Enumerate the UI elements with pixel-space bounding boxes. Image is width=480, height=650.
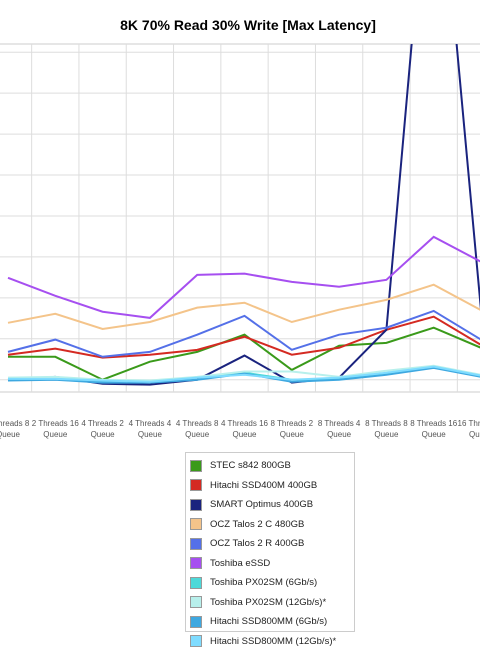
legend-item: Hitachi SSD800MM (6Gb/s): [190, 612, 350, 632]
series-line: [7, 309, 480, 358]
legend-label: OCZ Talos 2 C 480GB: [210, 518, 305, 530]
legend-label: Hitachi SSD800MM (12Gb/s)*: [210, 635, 337, 647]
legend-swatch: [190, 498, 202, 511]
legend-item: Toshiba PX02SM (6Gb/s): [190, 573, 350, 593]
x-tick-label: 2 Threads 16 Queue: [31, 419, 79, 439]
x-tick-label: 2 Threads 8 Queue: [0, 419, 30, 439]
series-line: [7, 283, 480, 330]
legend-label: Hitachi SSD800MM (6Gb/s): [210, 616, 328, 628]
legend-label: SMART Optimus 400GB: [210, 499, 314, 511]
series-line: [8, 326, 480, 381]
legend-item: Hitachi SSD800MM (12Gb/s)*: [190, 632, 350, 650]
legend-swatch: [190, 459, 202, 472]
x-tick-label: 4 Threads 16 Queue: [221, 419, 268, 439]
legend-item: SMART Optimus 400GB: [190, 495, 350, 515]
legend-swatch: [190, 537, 202, 550]
x-tick-label: 8 Threads 8 Queue: [365, 419, 408, 439]
legend-swatch: [190, 518, 202, 531]
legend-item: OCZ Talos 2 C 480GB: [190, 515, 350, 535]
series-line: [7, 364, 480, 382]
x-tick-label: 4 Threads 8 Queue: [175, 419, 219, 439]
legend-label: Toshiba PX02SM (6Gb/s): [210, 577, 318, 589]
legend-label: OCZ Talos 2 R 400GB: [210, 538, 305, 550]
series-line: [7, 366, 480, 384]
series-line: [7, 315, 480, 359]
legend-item: Toshiba PX02SM (12Gb/s)*: [190, 593, 350, 613]
legend-label: STEC s842 800GB: [210, 460, 291, 472]
legend-swatch: [190, 557, 202, 570]
legend-swatch: [190, 596, 202, 609]
x-tick-label: 8 Threads 16 Queue: [410, 419, 458, 439]
legend-item: Hitachi SSD400M 400GB: [190, 476, 350, 496]
legend-swatch: [190, 635, 202, 648]
plot-area: [0, 43, 480, 393]
legend-label: Toshiba eSSD: [210, 557, 271, 569]
legend-swatch: [190, 615, 202, 628]
series-line: [7, 235, 480, 319]
series-line: [8, 365, 480, 383]
legend: STEC s842 800GB Hitachi SSD400M 400GB SMAR…: [185, 452, 355, 648]
x-tick-label: 16 Threads 2 Queue: [457, 419, 480, 439]
x-tick-label: 4 Threads 4 Queue: [128, 419, 172, 439]
legend-label: Toshiba PX02SM (12Gb/s)*: [210, 596, 327, 608]
legend-swatch: [190, 576, 202, 589]
x-tick-label: 4 Threads 2 Queue: [81, 419, 124, 439]
legend-item: STEC s842 800GB: [190, 456, 350, 476]
x-tick-label: 8 Threads 4 Queue: [317, 419, 361, 439]
legend-swatch: [190, 479, 202, 492]
legend-item: OCZ Talos 2 R 400GB: [190, 534, 350, 554]
chart-title: 8K 70% Read 30% Write [Max Latency]: [120, 17, 376, 33]
legend-label: Hitachi SSD400M 400GB: [210, 479, 318, 491]
x-tick-label: 8 Threads 2 Queue: [270, 419, 314, 439]
legend-item: Toshiba eSSD: [190, 554, 350, 574]
